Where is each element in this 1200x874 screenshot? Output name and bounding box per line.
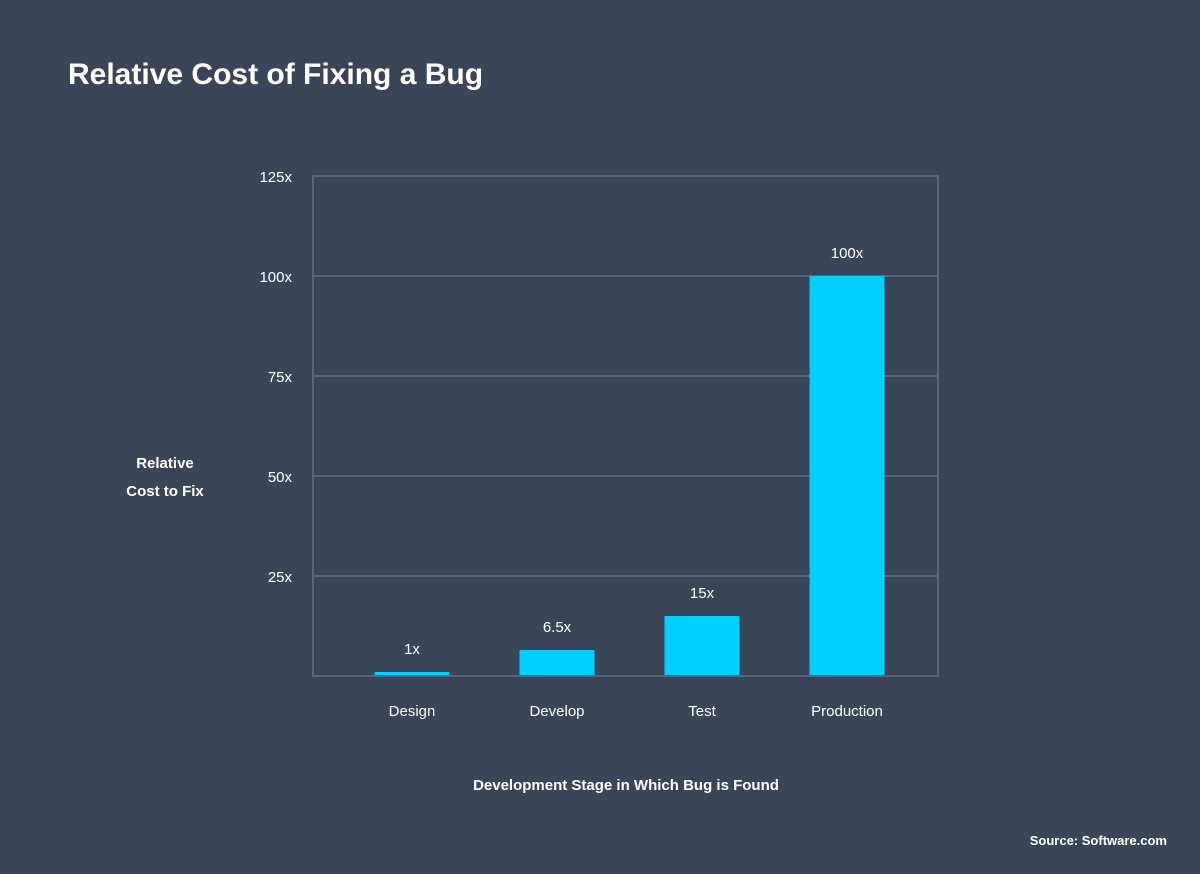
y-tick-label: 50x xyxy=(268,469,293,486)
x-tick-label: Develop xyxy=(529,703,584,720)
y-axis-label: Relative Cost to Fix xyxy=(110,450,220,506)
bar xyxy=(664,616,740,675)
data-label: 6.5x xyxy=(543,619,572,636)
x-axis-label: Development Stage in Which Bug is Found xyxy=(473,777,779,794)
y-axis-label-line-2: Cost to Fix xyxy=(126,483,204,500)
y-tick-label: 125x xyxy=(259,169,292,186)
bar xyxy=(519,650,595,675)
x-tick-label: Design xyxy=(389,703,436,720)
y-tick-label: 75x xyxy=(268,369,293,386)
y-tick-label: 100x xyxy=(259,269,292,286)
x-tick-label: Test xyxy=(688,703,716,720)
bar xyxy=(374,672,450,675)
data-label: 1x xyxy=(404,641,420,658)
x-tick-label: Production xyxy=(811,703,883,720)
source-note: Source: Software.com xyxy=(1029,833,1167,848)
y-tick-label: 25x xyxy=(268,569,293,586)
bar xyxy=(809,276,885,675)
chart-title: Relative Cost of Fixing a Bug xyxy=(68,58,484,91)
data-label: 15x xyxy=(690,585,715,602)
data-label: 100x xyxy=(831,245,864,262)
y-axis-label-line-1: Relative xyxy=(136,455,194,472)
